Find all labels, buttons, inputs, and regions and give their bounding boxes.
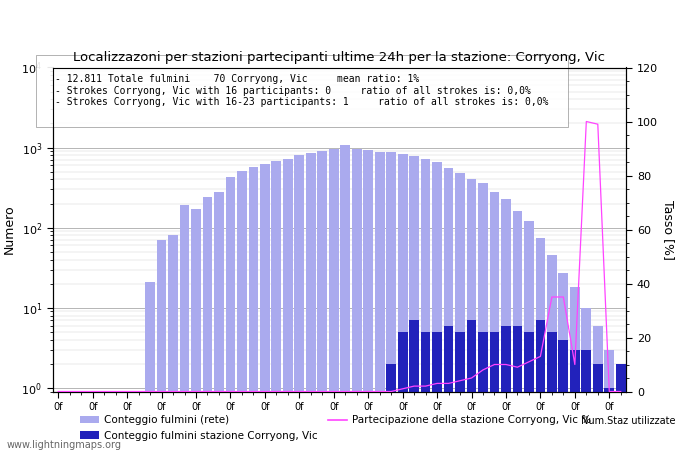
Bar	[536, 238, 545, 450]
Bar	[489, 332, 499, 450]
Bar	[191, 209, 201, 450]
Bar	[593, 325, 603, 450]
Bar	[570, 350, 580, 450]
Bar	[432, 162, 442, 450]
Bar	[582, 350, 591, 450]
Bar	[616, 364, 626, 450]
Bar	[467, 320, 477, 450]
Bar	[455, 332, 465, 450]
Bar	[604, 388, 614, 450]
Bar	[283, 159, 293, 450]
Bar	[374, 152, 384, 450]
Bar	[225, 177, 235, 450]
Bar	[272, 161, 281, 450]
Title: Localizzazoni per stazioni partecipanti ultime 24h per la stazione: Corryong, Vi: Localizzazoni per stazioni partecipanti …	[74, 50, 606, 63]
Bar	[410, 156, 419, 450]
Bar	[559, 273, 568, 450]
Bar	[248, 167, 258, 450]
Bar	[547, 256, 556, 450]
Bar	[329, 149, 339, 450]
Bar	[501, 325, 511, 450]
Bar	[559, 340, 568, 450]
Bar	[512, 212, 522, 450]
Bar	[421, 332, 430, 450]
Bar	[317, 151, 327, 450]
Bar	[444, 325, 454, 450]
Bar	[489, 192, 499, 450]
Y-axis label: Tasso [%]: Tasso [%]	[662, 199, 675, 260]
Bar	[237, 171, 247, 450]
Bar	[524, 221, 534, 450]
Text: Num.Staz utilizzate: Num.Staz utilizzate	[581, 416, 676, 426]
Bar	[168, 235, 178, 450]
Bar	[582, 308, 591, 450]
Bar	[386, 153, 396, 450]
Bar	[145, 282, 155, 450]
Bar	[410, 320, 419, 450]
Bar	[352, 149, 362, 450]
Bar	[202, 197, 212, 450]
Bar	[295, 155, 304, 450]
Text: www.lightningmaps.org: www.lightningmaps.org	[7, 440, 122, 450]
Bar	[157, 240, 167, 450]
Bar	[214, 192, 224, 450]
Bar	[421, 158, 430, 450]
Bar	[604, 350, 614, 450]
Bar	[306, 153, 316, 450]
Y-axis label: Numero: Numero	[3, 205, 15, 254]
Bar	[512, 325, 522, 450]
Bar	[260, 164, 270, 450]
Bar	[432, 332, 442, 450]
Text: - 12.811 Totale fulmini    70 Corryong, Vic     mean ratio: 1%
- Strokes Corryon: - 12.811 Totale fulmini 70 Corryong, Vic…	[55, 74, 549, 107]
Bar	[547, 332, 556, 450]
Bar	[616, 364, 626, 450]
Bar	[363, 150, 373, 450]
Bar	[478, 183, 488, 450]
Bar	[180, 205, 190, 450]
Bar	[455, 173, 465, 450]
Bar	[478, 332, 488, 450]
Bar	[524, 332, 534, 450]
Bar	[398, 332, 407, 450]
Bar	[398, 153, 407, 450]
Bar	[570, 287, 580, 450]
Bar	[386, 364, 396, 450]
Legend: Conteggio fulmini (rete), Conteggio fulmini stazione Corryong, Vic, Partecipazio: Conteggio fulmini (rete), Conteggio fulm…	[76, 411, 596, 445]
Bar	[536, 320, 545, 450]
Bar	[340, 145, 350, 450]
Bar	[467, 180, 477, 450]
Bar	[593, 364, 603, 450]
Bar	[501, 199, 511, 450]
Bar	[444, 168, 454, 450]
